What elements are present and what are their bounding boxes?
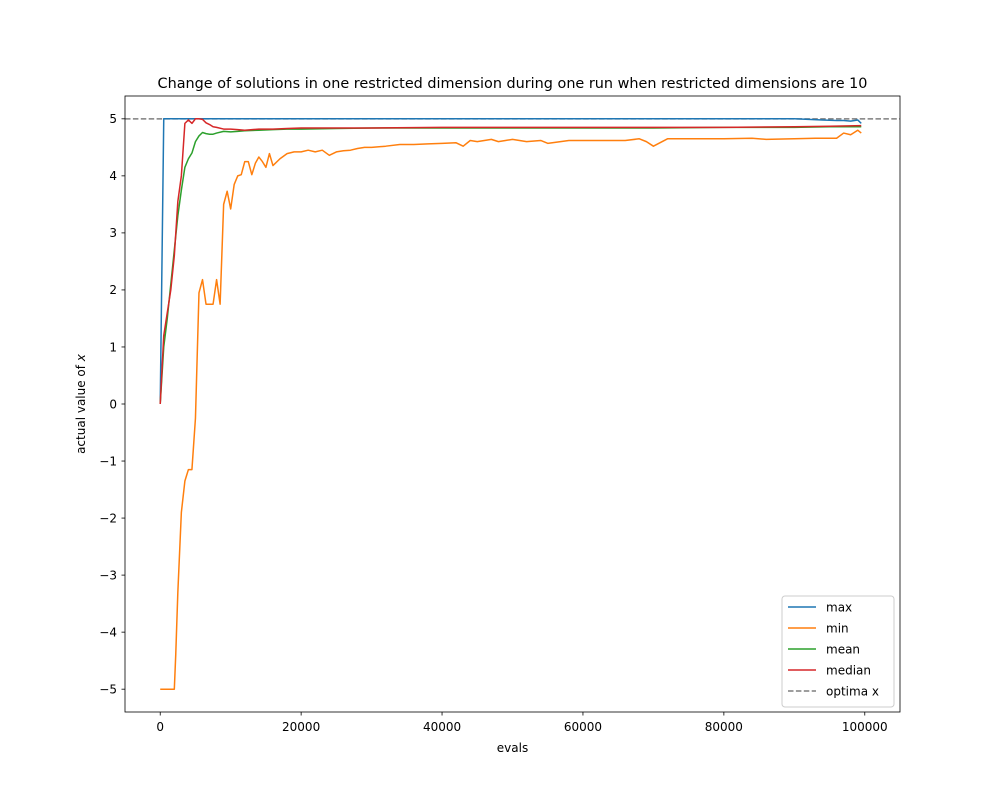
legend-box bbox=[781, 595, 895, 708]
x-tick-label: 100000 bbox=[842, 720, 888, 734]
y-tick-label: 4 bbox=[109, 169, 117, 183]
legend-label-min: min bbox=[826, 621, 849, 635]
y-tick-label: −3 bbox=[99, 568, 117, 582]
y-axis-label-var: x bbox=[74, 353, 88, 362]
y-tick-label: −5 bbox=[99, 682, 117, 696]
y-tick-label: −4 bbox=[99, 625, 117, 639]
y-tick-label: 5 bbox=[109, 112, 117, 126]
y-tick-label: −2 bbox=[99, 511, 117, 525]
series-line-max bbox=[159, 118, 862, 405]
y-tick-label: 0 bbox=[109, 397, 117, 411]
chart-title: Change of solutions in one restricted di… bbox=[158, 76, 868, 92]
legend-label-mean: mean bbox=[826, 642, 860, 656]
y-tick-label: 3 bbox=[109, 226, 117, 240]
x-tick-label: 60000 bbox=[564, 720, 602, 734]
x-tick-label: 40000 bbox=[423, 720, 461, 734]
legend: max min mean median optima x bbox=[781, 595, 895, 708]
plot-area bbox=[125, 118, 900, 690]
y-axis-label: actual value of x bbox=[74, 353, 88, 454]
legend-label-optima-x: optima x bbox=[826, 684, 879, 698]
y-tick-label: −1 bbox=[99, 454, 117, 468]
y-tick-label: 2 bbox=[109, 283, 117, 297]
series-line-median bbox=[159, 118, 862, 405]
x-tick-label: 80000 bbox=[705, 720, 743, 734]
y-axis-label-prefix: actual value of bbox=[74, 361, 88, 454]
x-tick-label: 0 bbox=[156, 720, 164, 734]
x-axis-label: evals bbox=[497, 741, 528, 755]
legend-label-median: median bbox=[826, 663, 871, 677]
x-axis: 0 20000 40000 60000 80000 100000 bbox=[156, 712, 888, 734]
y-tick-label: 1 bbox=[109, 340, 117, 354]
x-tick-label: 20000 bbox=[282, 720, 320, 734]
series-line-min bbox=[160, 129, 862, 690]
legend-label-max: max bbox=[826, 600, 852, 614]
y-axis: −5 −4 −3 −2 −1 0 1 2 3 4 5 bbox=[99, 112, 125, 696]
